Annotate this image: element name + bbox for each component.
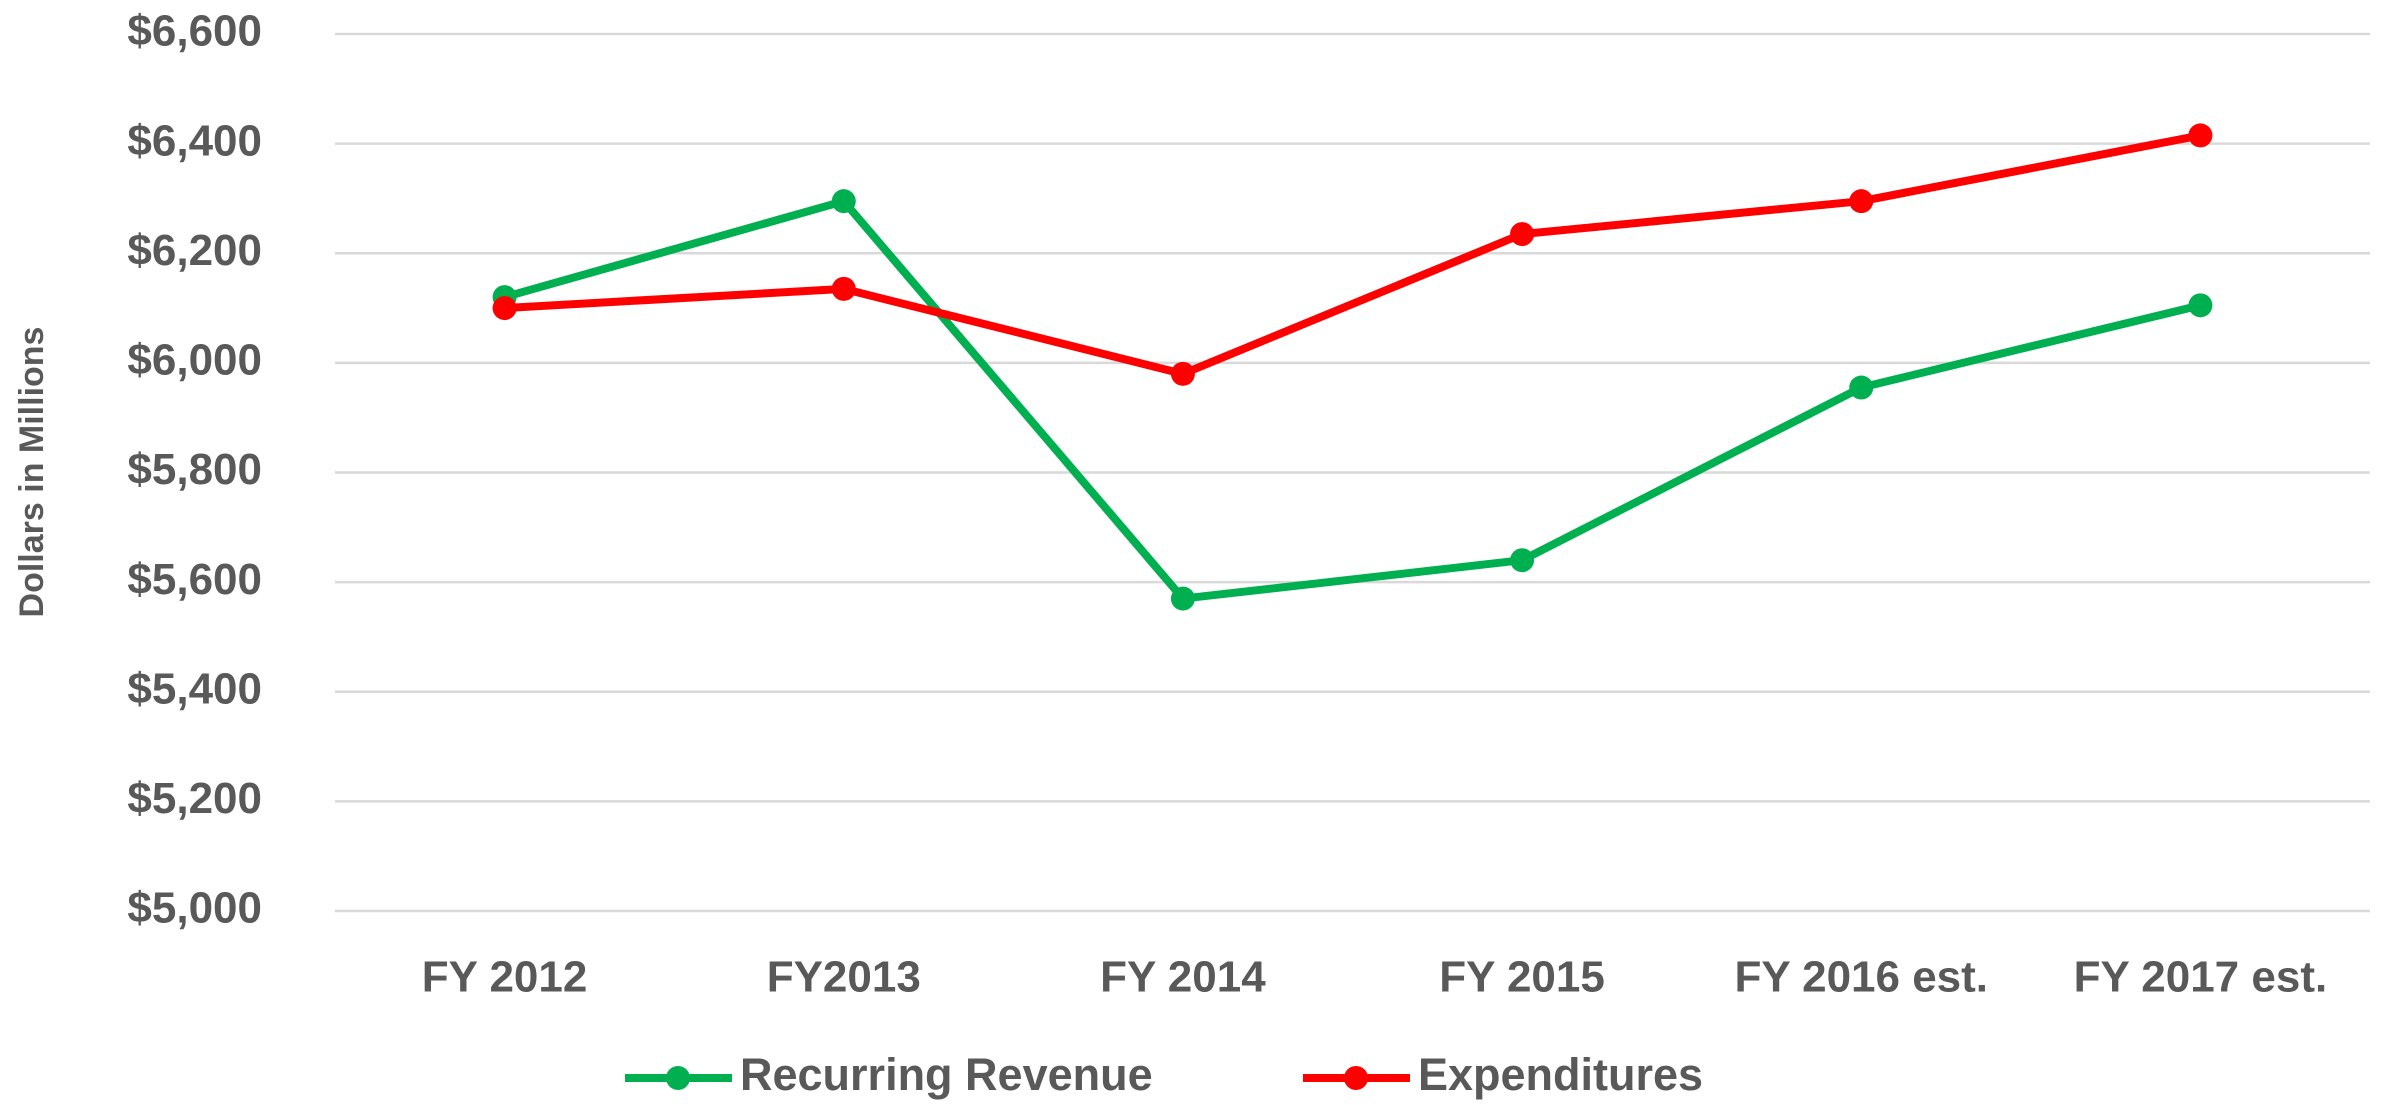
x-tick-label: FY 2014 (1100, 953, 1266, 1002)
data-point (1170, 586, 1195, 611)
data-point (831, 189, 856, 214)
x-tick-label: FY 2012 (422, 953, 588, 1002)
data-point (1510, 548, 1535, 573)
y-tick-label: $5,200 (127, 774, 262, 823)
legend-marker (666, 1066, 690, 1090)
y-tick-label: $5,400 (127, 664, 262, 713)
data-point (1170, 361, 1195, 386)
series-line (503, 197, 2202, 603)
data-point (1510, 222, 1535, 247)
x-tick-label: FY2013 (767, 953, 921, 1002)
y-axis-title: Dollars in Millions (13, 327, 51, 618)
x-tick-label: FY 2016 est. (1734, 953, 1988, 1002)
y-tick-label: $5,600 (127, 555, 262, 604)
x-tick-label: FY 2017 est. (2074, 953, 2328, 1002)
series-line (504, 131, 2202, 378)
y-tick-label: $5,000 (127, 884, 262, 933)
y-tick-label: $6,400 (127, 116, 262, 165)
y-tick-label: $6,600 (127, 7, 262, 56)
y-tick-label: $5,800 (127, 445, 262, 494)
legend-label: Recurring Revenue (740, 1049, 1153, 1100)
x-tick-label: FY 2015 (1439, 953, 1605, 1002)
data-point (831, 276, 856, 301)
data-point (2188, 123, 2213, 148)
data-point (2188, 293, 2213, 318)
data-point (1849, 189, 1874, 214)
y-tick-label: $6,000 (127, 336, 262, 385)
legend-marker (1344, 1066, 1368, 1090)
legend-label: Expenditures (1418, 1049, 1703, 1100)
y-tick-label: $6,200 (127, 226, 262, 275)
data-point (1849, 375, 1874, 400)
data-point (492, 296, 517, 321)
